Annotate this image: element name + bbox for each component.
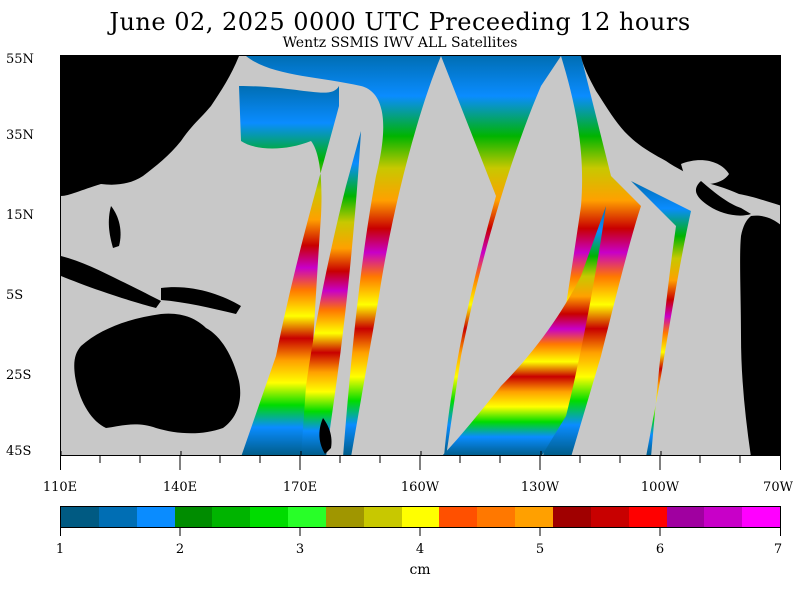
colorbar-tick-4: 4 (415, 542, 425, 557)
land-north-america (581, 56, 780, 206)
colorbar-swatch (98, 507, 137, 527)
lat-label-25s: 25S (6, 368, 32, 383)
colorbar-swatch (704, 507, 743, 527)
landmasses (61, 56, 780, 455)
lon-label-130w: 130W (520, 480, 560, 495)
map-canvas (61, 56, 780, 455)
colorbar-ticks (60, 528, 781, 536)
colorbar-swatch (628, 507, 667, 527)
swath-2b (301, 131, 361, 455)
satellite-swaths (239, 56, 691, 455)
swath-5 (631, 181, 691, 455)
lat-label-45s: 45S (6, 444, 32, 459)
colorbar-tick-2: 2 (175, 542, 185, 557)
colorbar-swatch (477, 507, 516, 527)
colorbar-tick-3: 3 (295, 542, 305, 557)
colorbar-swatch (363, 507, 402, 527)
colorbar-swatch (552, 507, 591, 527)
colorbar-swatch (136, 507, 175, 527)
lon-label-100w: 100W (640, 480, 680, 495)
swath-1 (239, 86, 339, 455)
lat-label-35n: 35N (6, 128, 34, 143)
colorbar-swatch (590, 507, 629, 527)
land-japan (159, 61, 193, 128)
colorbar-swatch (325, 507, 364, 527)
lon-label-70w: 70W (763, 480, 793, 495)
map-title: June 02, 2025 0000 UTC Preceeding 12 hou… (109, 8, 691, 36)
lon-label-160w: 160W (400, 480, 440, 495)
lat-label-15n: 15N (6, 208, 34, 223)
colorbar-swatch (742, 507, 781, 527)
map-subtitle: Wentz SSMIS IWV ALL Satellites (282, 35, 518, 51)
land-central-america (695, 181, 751, 216)
land-new-zealand (319, 418, 332, 454)
colorbar-swatch (61, 507, 99, 527)
colorbar-swatch (515, 507, 553, 527)
colorbar-tick-7: 7 (773, 542, 783, 557)
land-asia (61, 56, 239, 196)
water-vapor-map (60, 55, 781, 456)
colorbar-swatch (250, 507, 289, 527)
land-australia (74, 313, 241, 434)
colorbar-swatch (212, 507, 251, 527)
colorbar-swatch (439, 507, 478, 527)
colorbar-swatch (666, 507, 705, 527)
colorbar (60, 506, 781, 528)
colorbar-swatch (401, 507, 440, 527)
colorbar-tick-6: 6 (655, 542, 665, 557)
colorbar-unit: cm (409, 562, 431, 578)
colorbar-swatch (174, 507, 213, 527)
lon-label-110e: 110E (42, 480, 78, 495)
lon-label-140e: 140E (162, 480, 198, 495)
swath-2 (246, 56, 441, 455)
colorbar-tick-5: 5 (535, 542, 545, 557)
land-south-america (740, 215, 780, 455)
lon-label-170e: 170E (282, 480, 318, 495)
colorbar-swatch (288, 507, 326, 527)
swath-5b (442, 206, 606, 455)
land-philippines (108, 206, 121, 248)
lon-axis-ticks (60, 456, 781, 470)
lat-label-5s: 5S (6, 288, 24, 303)
lat-label-55n: 55N (6, 52, 34, 67)
land-indonesia (61, 256, 161, 308)
map-ticks (61, 451, 662, 455)
swath-3 (441, 56, 561, 455)
colorbar-tick-1: 1 (55, 542, 65, 557)
land-new-guinea (161, 287, 241, 314)
gulf-of-mexico (681, 160, 729, 185)
